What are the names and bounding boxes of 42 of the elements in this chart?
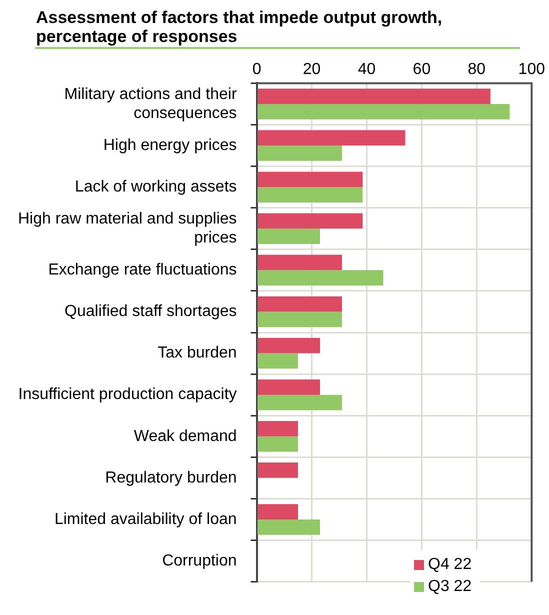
bar: [258, 394, 342, 410]
bar: [258, 228, 320, 244]
y-tick-label: Tax burden: [158, 344, 237, 362]
y-tick-label: Limited availability of loan: [54, 510, 237, 528]
y-tick-label: Qualified staff shortages: [64, 303, 237, 320]
x-tick-label: 40: [358, 61, 376, 78]
legend-label: Q4 22: [428, 556, 472, 574]
bar: [258, 296, 342, 312]
y-tick-label: Regulatory burden: [105, 469, 237, 486]
bar: [258, 338, 320, 354]
y-tick-label: Military actions and their consequences: [64, 86, 238, 122]
x-tick-label: 60: [412, 61, 431, 78]
bar: [258, 187, 363, 202]
bar: [258, 312, 342, 328]
y-tick-label: Exchange rate fluctuations: [48, 262, 237, 279]
y-tick-label: Corruption: [162, 552, 237, 570]
x-tick-label: 20: [302, 61, 321, 78]
bar: [258, 504, 298, 520]
y-tick-label: Lack of working assets: [74, 178, 237, 196]
bar: [258, 130, 406, 146]
y-tick-label: Insufficient production capacity: [18, 386, 237, 404]
bar: [258, 462, 298, 478]
bar: [258, 104, 510, 120]
bar: [258, 146, 342, 161]
bar: [258, 88, 490, 104]
bar: [258, 172, 363, 188]
bar: [258, 519, 320, 535]
y-tick-label: Weak demand: [134, 428, 237, 445]
bar: [258, 421, 298, 436]
bar: [258, 353, 298, 369]
y-tick-label: High energy prices: [103, 136, 237, 154]
legend-label: Q3 22: [428, 578, 472, 596]
bar: [258, 379, 320, 395]
x-tick-label: 0: [252, 61, 262, 78]
chart-title: Assessment of factors that impede output growth, percentage of responses: [36, 8, 444, 46]
x-tick-label: 80: [468, 61, 486, 78]
bar: [258, 270, 384, 286]
x-tick-label: 100: [518, 61, 546, 78]
bar: [258, 436, 298, 452]
bar: [258, 213, 363, 229]
y-tick-label: High raw material and supplies prices: [18, 210, 237, 247]
bar: [258, 254, 342, 270]
